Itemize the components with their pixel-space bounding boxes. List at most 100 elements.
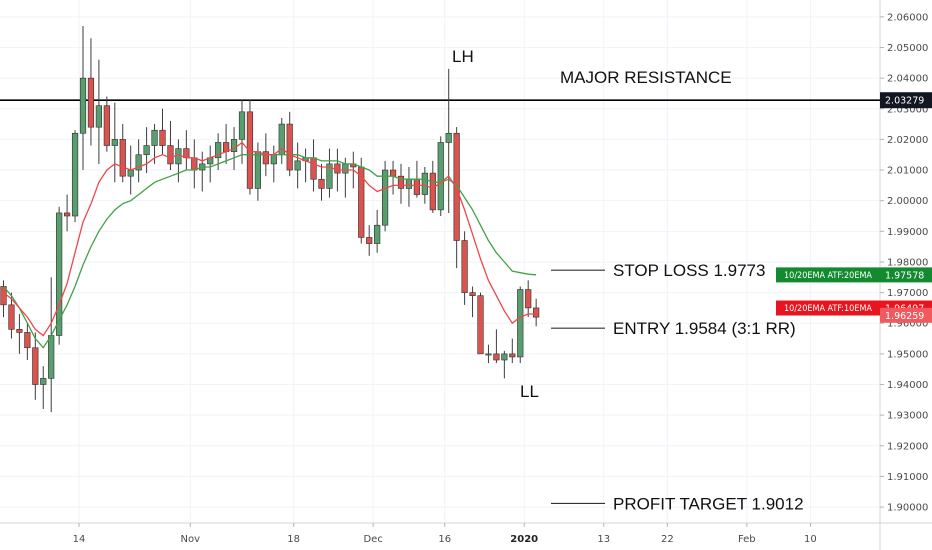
- candle: [366, 225, 373, 256]
- candle-body: [397, 175, 405, 189]
- price-tick-label: 2.05000: [887, 43, 928, 54]
- candle-body: [318, 178, 325, 189]
- time-tick-label: Nov: [181, 534, 201, 545]
- time-tick-label: 10: [804, 534, 817, 545]
- candle: [48, 277, 55, 413]
- candle-body: [342, 163, 349, 174]
- candle: [509, 338, 516, 364]
- candle-body: [525, 289, 532, 309]
- price-tick-label: 1.95000: [887, 349, 928, 360]
- candle: [485, 344, 492, 364]
- candle-body: [310, 157, 317, 180]
- candle-body: [461, 240, 468, 293]
- price-tick-label: 2.03000: [887, 104, 928, 115]
- price-tick-label: 1.99000: [887, 227, 928, 238]
- price-tick-label: 2.00000: [887, 196, 928, 207]
- price-axis[interactable]: 2.06000 2.05000 2.04000 2.03000 2.02000 2.010…: [880, 12, 928, 514]
- candle: [167, 121, 174, 171]
- candle-body: [501, 353, 508, 361]
- candle: [111, 102, 118, 183]
- candle-body: [477, 295, 484, 355]
- candle-body: [381, 169, 389, 226]
- candle-body: [533, 307, 540, 318]
- candle-body: [103, 105, 110, 146]
- candle-body: [151, 129, 158, 146]
- candle: [389, 160, 397, 195]
- time-tick-label: 22: [661, 534, 674, 545]
- price-tick-label: 2.01000: [887, 166, 928, 177]
- candle: [270, 145, 277, 183]
- candle-body: [16, 329, 23, 333]
- candle-body: [445, 132, 452, 143]
- candle: [429, 160, 436, 213]
- candle-body: [389, 169, 397, 177]
- candle-body: [119, 139, 126, 177]
- candle: [493, 329, 500, 364]
- ema10-indicator-label: 10/20EMA ATF:10EMA: [784, 304, 872, 314]
- time-tick-label: Dec: [363, 534, 382, 545]
- candle: [135, 139, 142, 183]
- ema20-indicator-label: 10/20EMA ATF:20EMA: [784, 271, 872, 281]
- candle-body: [56, 212, 63, 336]
- candle-body: [191, 157, 198, 171]
- candle-body: [334, 163, 341, 174]
- candle-body: [167, 145, 174, 165]
- candle-body: [294, 160, 301, 171]
- candle: [159, 108, 166, 155]
- candle-body: [238, 111, 246, 140]
- candle: [374, 209, 381, 253]
- candle: [79, 26, 87, 171]
- candle: [103, 96, 110, 152]
- resistance-price-value: 2.03279: [885, 96, 924, 107]
- time-axis[interactable]: 14 Nov 18 Dec 16 2020 13 22 Feb 10: [73, 523, 817, 545]
- candles: [0, 26, 540, 413]
- lh-label: LH: [452, 47, 474, 66]
- candle-body: [405, 178, 413, 189]
- price-tick-label: 1.91000: [887, 472, 928, 483]
- candle: [437, 136, 444, 217]
- candle: [246, 99, 254, 195]
- candle-body: [79, 77, 87, 134]
- candle: [95, 59, 102, 164]
- candle-body: [159, 129, 166, 146]
- candle-body: [215, 142, 222, 159]
- candle-body: [485, 353, 492, 356]
- candle: [71, 130, 79, 223]
- candle-body: [366, 237, 373, 244]
- price-tick-label: 2.06000: [887, 12, 928, 23]
- candle-body: [127, 169, 134, 177]
- candle: [0, 280, 7, 318]
- price-tick-label: 1.97000: [887, 288, 928, 299]
- candle: [278, 117, 285, 164]
- candle-body: [270, 154, 277, 165]
- candle-body: [0, 286, 7, 306]
- candle: [64, 194, 71, 232]
- candle: [175, 139, 182, 183]
- price-tick-label: 1.96000: [887, 319, 928, 330]
- candle: [501, 350, 508, 379]
- candle: [326, 148, 333, 198]
- time-tick-label: 16: [438, 534, 451, 545]
- candle: [8, 292, 15, 339]
- resistance-price-tag: 2.03279: [880, 92, 932, 109]
- candle: [517, 286, 524, 364]
- candle-body: [8, 304, 15, 330]
- candle: [40, 366, 47, 410]
- candle: [294, 142, 301, 189]
- candle: [469, 286, 476, 318]
- candle: [477, 292, 484, 355]
- candle: [191, 139, 198, 189]
- candle-body: [421, 172, 428, 195]
- candle-body: [48, 335, 55, 379]
- candle: [119, 124, 126, 183]
- candle-body: [429, 172, 436, 211]
- candle-body: [135, 154, 142, 171]
- profit-target-label: PROFIT TARGET 1.9012: [613, 494, 804, 513]
- candle: [238, 99, 246, 164]
- candle-body: [262, 151, 269, 165]
- candle-body: [32, 347, 39, 385]
- candle: [397, 163, 405, 204]
- price-tick-label: 1.92000: [887, 441, 928, 452]
